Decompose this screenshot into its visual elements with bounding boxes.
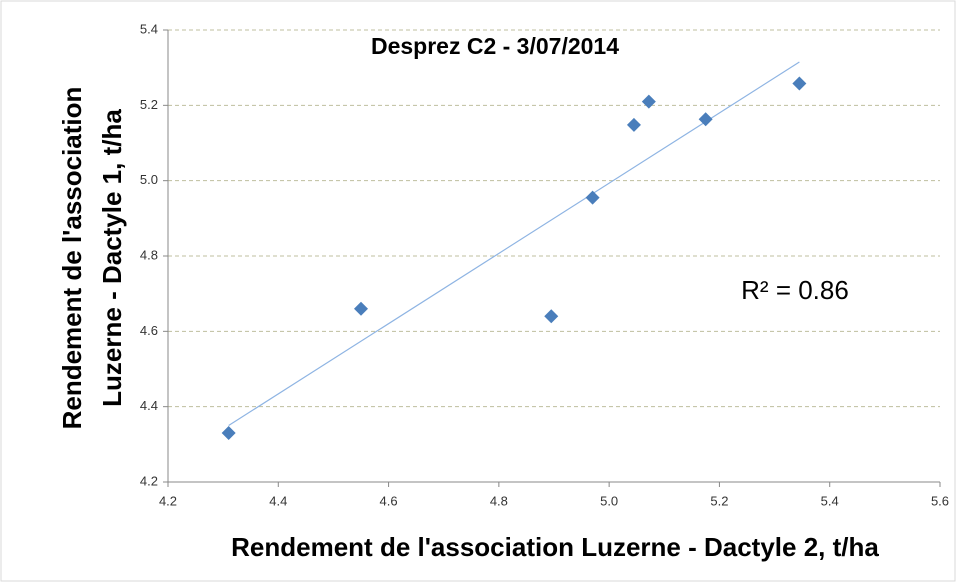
- y-axis-label: Rendement de l'association: [57, 87, 87, 430]
- x-tick-label: 4.8: [490, 493, 508, 508]
- y-tick-label: 4.8: [140, 247, 158, 262]
- chart-title: Desprez C2 - 3/07/2014: [371, 33, 619, 59]
- point: [544, 309, 559, 324]
- point: [221, 426, 236, 441]
- x-tick-label: 4.6: [380, 493, 398, 508]
- x-axis-label: Rendement de l'association Luzerne - Dac…: [231, 532, 879, 562]
- y-axis-label: Luzerne - Dactyle 1, t/ha: [97, 109, 127, 407]
- x-tick-label: 5.6: [931, 493, 949, 508]
- point: [626, 117, 641, 132]
- point: [585, 190, 600, 205]
- y-tick-label: 4.2: [140, 473, 158, 488]
- x-tick-label: 5.2: [710, 493, 728, 508]
- annotation: R² = 0.86: [741, 275, 849, 305]
- point: [354, 301, 368, 316]
- x-tick-label: 5.4: [821, 493, 839, 508]
- x-tick-label: 5.0: [600, 493, 618, 508]
- point: [792, 76, 807, 91]
- y-tick-label: 5.4: [140, 21, 158, 36]
- y-tick-label: 4.6: [140, 323, 158, 338]
- x-tick-label: 4.2: [159, 493, 177, 508]
- y-tick-label: 4.4: [140, 398, 158, 413]
- y-tick-label: 5.0: [140, 172, 158, 187]
- point: [641, 94, 656, 109]
- y-tick-label: 5.2: [140, 97, 158, 112]
- point: [698, 112, 713, 127]
- x-tick-label: 4.4: [269, 493, 287, 508]
